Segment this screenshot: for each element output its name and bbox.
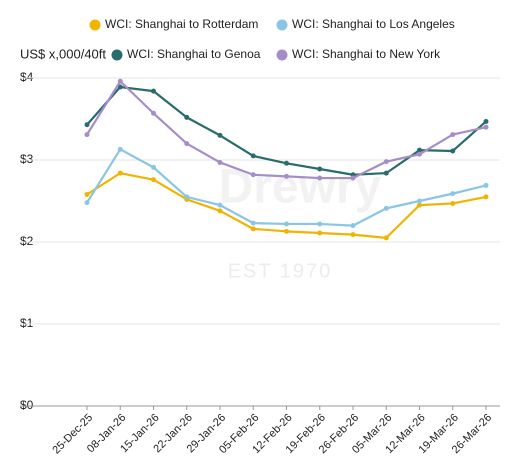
data-point <box>217 202 223 208</box>
data-point <box>317 230 323 236</box>
data-point <box>284 160 289 166</box>
data-point <box>417 147 422 153</box>
data-point <box>184 114 190 120</box>
data-point <box>317 166 323 172</box>
data-point <box>84 200 90 206</box>
data-point <box>417 151 422 157</box>
legend-label: WCI: Shanghai to Rotterdam <box>105 17 258 31</box>
watermark: EST 1970 <box>228 260 333 282</box>
data-point <box>151 177 156 183</box>
data-point <box>450 132 456 138</box>
legend-marker <box>276 19 288 31</box>
y-tick-label: $1 <box>20 316 34 330</box>
data-point <box>151 110 156 116</box>
data-point <box>284 228 289 234</box>
data-point <box>284 221 289 227</box>
data-point <box>350 223 356 229</box>
data-point <box>217 132 223 138</box>
legend-marker <box>89 19 101 31</box>
data-point <box>250 153 256 159</box>
data-point <box>217 208 223 214</box>
legend-marker <box>276 49 288 61</box>
y-tick-label: $4 <box>20 70 34 84</box>
data-point <box>383 235 389 241</box>
data-point <box>217 159 223 165</box>
data-point <box>284 173 289 179</box>
y-axis-label: US$ x,000/40ft <box>20 46 106 61</box>
data-point <box>151 88 156 94</box>
data-point <box>117 84 123 90</box>
y-tick-label: $0 <box>20 398 34 412</box>
data-point <box>151 164 156 170</box>
data-point <box>383 159 389 165</box>
legend-label: WCI: Shanghai to Los Angeles <box>292 17 455 31</box>
data-point <box>117 170 123 176</box>
data-point <box>450 200 456 206</box>
data-point <box>417 198 422 204</box>
data-point <box>450 191 456 197</box>
data-point <box>84 132 90 138</box>
data-point <box>350 232 356 238</box>
data-point <box>383 170 389 176</box>
legend-marker <box>111 49 123 61</box>
data-point <box>250 172 256 178</box>
data-point <box>483 124 489 130</box>
data-point <box>117 78 123 84</box>
data-point <box>84 191 90 197</box>
legend-label: WCI: Shanghai to Genoa <box>127 47 261 61</box>
data-point <box>417 202 422 208</box>
data-point <box>383 205 389 211</box>
y-tick-label: $2 <box>20 234 34 248</box>
data-point <box>483 194 489 200</box>
y-tick-label: $3 <box>20 152 34 166</box>
data-point <box>184 141 190 147</box>
data-point <box>250 220 256 226</box>
data-point <box>84 122 90 128</box>
data-point <box>350 175 356 181</box>
data-point <box>317 221 323 227</box>
data-point <box>317 175 323 181</box>
data-point <box>483 118 489 124</box>
data-point <box>483 182 489 188</box>
data-point <box>450 148 456 154</box>
data-point <box>184 194 190 200</box>
legend-label: WCI: Shanghai to New York <box>292 47 441 61</box>
data-point <box>117 146 123 152</box>
data-point <box>250 226 256 232</box>
watermark: Drewry <box>219 161 382 214</box>
